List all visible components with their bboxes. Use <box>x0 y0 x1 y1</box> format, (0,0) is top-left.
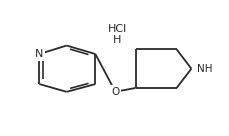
Text: O: O <box>111 87 120 97</box>
Text: HCl: HCl <box>108 24 127 34</box>
Text: NH: NH <box>197 64 212 74</box>
Text: N: N <box>35 49 44 59</box>
Text: H: H <box>113 35 122 45</box>
